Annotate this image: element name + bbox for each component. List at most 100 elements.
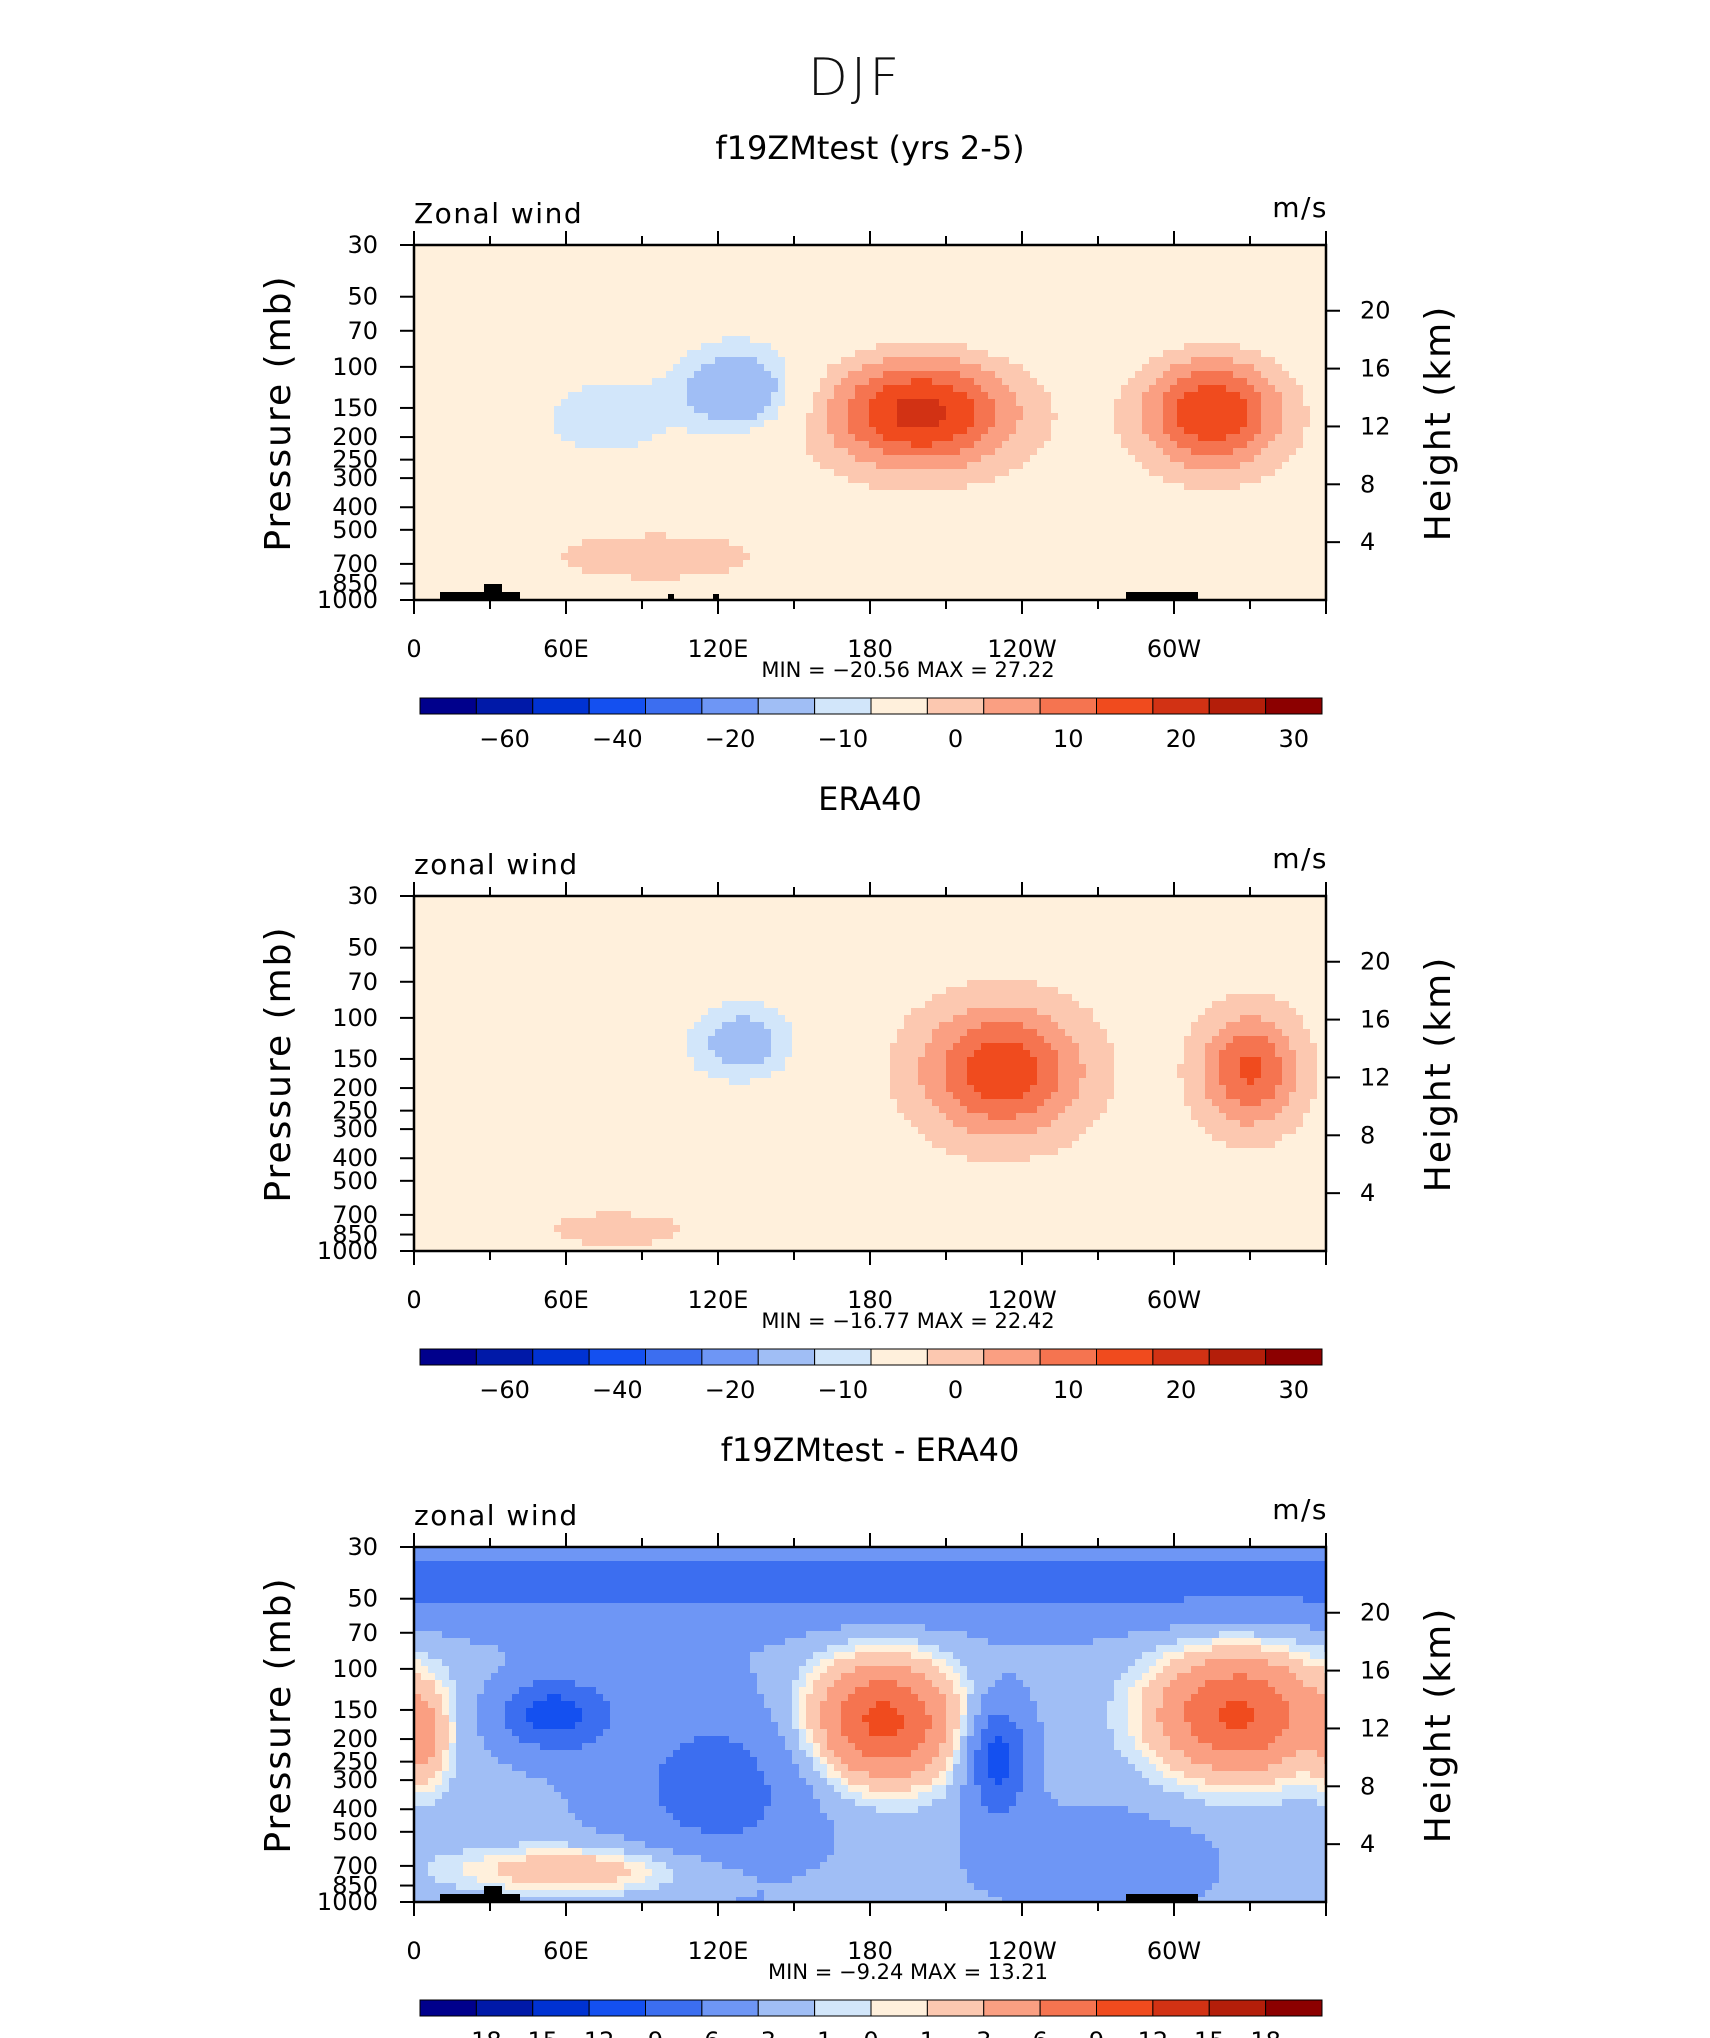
y-tick-label: 250 [332,1097,378,1125]
y-tick-label: 500 [332,1167,378,1195]
y-tick-label: 150 [332,1045,378,1073]
colorbar-label: −40 [592,1376,643,1404]
y-tick-label: 200 [332,423,378,451]
panel-2: ERA40 zonal wind m/s 0 60E 120E 180 120W 60W 30 50… [258,780,1459,1404]
colorbar-label: −6 [684,2027,719,2038]
topography [440,1894,520,1902]
y-tick-label: 1000 [317,1237,378,1265]
colorbar-label: −60 [479,725,530,753]
y-tick-label: 70 [347,317,378,345]
y-tick-label: 850 [332,570,378,598]
colorbar-swatch [757,697,816,715]
x-tick-label: 60E [543,635,589,663]
height-tick-label: 20 [1360,1599,1391,1627]
colorbar-label: −3 [741,2027,776,2038]
x-tick-label: 60W [1147,1937,1201,1965]
colorbar-label: 15 [1194,2027,1225,2038]
colorbar-swatch [926,1348,985,1366]
colorbar-swatch [926,1999,985,2017]
y-tick-label: 70 [347,968,378,996]
colorbar-swatch [532,697,590,715]
y-tick-label: 150 [332,1696,378,1724]
colorbar-label: 0 [948,725,963,753]
colorbar-label: 12 [1138,2027,1169,2038]
colorbar: −18 −15 −12 −9 −6 −3 −1 0 1 3 6 9 12 15 18 [419,1999,1323,2038]
contour-field [414,896,1326,1251]
y-tick-label: 100 [332,353,378,381]
y-tick-label: 400 [332,493,378,521]
colorbar-label: −9 [628,2027,663,2038]
colorbar-swatch [1096,697,1154,715]
x-tick-label: 60E [543,1286,589,1314]
y-tick-label: 700 [332,550,378,578]
colorbar-label: −60 [479,1376,530,1404]
colorbar-label: 0 [948,1376,963,1404]
colorbar-swatch [532,1348,590,1366]
colorbar-swatch [1265,1348,1323,1366]
y-tick-label: 250 [332,1748,378,1776]
units-label: m/s [1272,191,1328,224]
colorbar-swatch [814,1999,872,2017]
colorbar-label: 0 [863,2027,878,2038]
panel-title: f19ZMtest (yrs 2-5) [715,129,1024,167]
colorbar-swatch [701,1999,759,2017]
y-tick-label: 70 [347,1619,378,1647]
colorbar-swatch [475,697,534,715]
variable-label: zonal wind [414,1499,579,1532]
colorbar-label: −12 [564,2027,615,2038]
colorbar-label: 10 [1053,725,1084,753]
x-tick-label: 120E [688,1286,749,1314]
contour-field [414,245,1326,600]
colorbar-swatch [1208,1999,1267,2017]
y-tick-label: 1000 [317,586,378,614]
y-tick-label: 300 [332,1766,378,1794]
colorbar-label: −10 [817,725,868,753]
colorbar-swatch [926,697,985,715]
y2-axis-title: Height (km) [1418,1607,1459,1843]
topography [1126,1894,1198,1902]
colorbar-label: 9 [1089,2027,1104,2038]
units-label: m/s [1272,1493,1328,1526]
colorbar-swatch [419,697,477,715]
colorbar-swatch [532,1999,590,2017]
contour-field [414,1547,1326,1902]
colorbar-label: 20 [1166,725,1197,753]
y-tick-label: 400 [332,1144,378,1172]
x-tick-label: 60W [1147,1286,1201,1314]
y-tick-label: 300 [332,1115,378,1143]
colorbar-swatch [757,1999,816,2017]
variable-label: Zonal wind [414,197,583,230]
topography [484,584,502,600]
colorbar-swatch [701,697,759,715]
y-tick-label: 200 [332,1725,378,1753]
colorbar-swatch [588,1999,646,2017]
y-tick-label: 500 [332,516,378,544]
height-tick-label: 20 [1360,948,1391,976]
y-tick-label: 100 [332,1004,378,1032]
y-axis-title: Pressure (mb) [258,1576,299,1853]
units-label: m/s [1272,842,1328,875]
x-tick-label: 120E [688,635,749,663]
topography [713,594,719,600]
colorbar-swatch [814,1348,872,1366]
colorbar: −60 −40 −20 −10 0 10 20 30 [419,697,1323,753]
x-tick-label: 120W [987,635,1057,663]
x-tick-label: 120E [688,1937,749,1965]
y-tick-label: 150 [332,394,378,422]
colorbar-label: 20 [1166,1376,1197,1404]
colorbar: −60 −40 −20 −10 0 10 20 30 [419,1348,1323,1404]
colorbar-label: −18 [451,2027,502,2038]
y-tick-label: 400 [332,1795,378,1823]
x-tick-label: 60W [1147,635,1201,663]
colorbar-swatch [870,1348,928,1366]
colorbar-swatch [1208,1348,1267,1366]
figure-suptitle: DJF [0,48,1710,108]
colorbar-swatch [1265,1999,1323,2017]
colorbar-swatch [1152,1999,1210,2017]
x-tick-label: 60E [543,1937,589,1965]
colorbar-swatch [757,1348,816,1366]
y-tick-label: 700 [332,1201,378,1229]
min-max-label: MIN = −16.77 MAX = 22.42 [761,1309,1054,1333]
